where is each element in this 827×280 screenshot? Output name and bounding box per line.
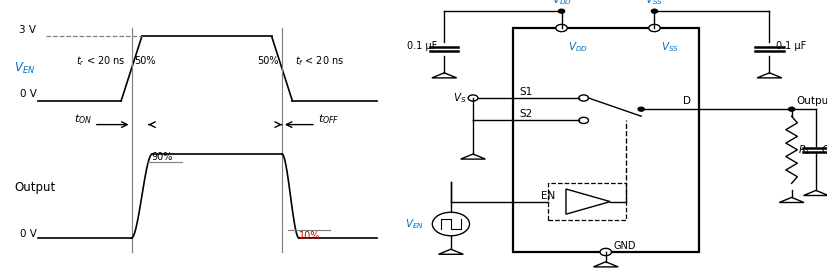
Circle shape [558,9,565,13]
Text: Output: Output [14,181,55,194]
Text: $V_{EN}$: $V_{EN}$ [405,217,424,231]
Text: S2: S2 [519,109,533,119]
Text: $R_L$: $R_L$ [798,143,811,157]
Text: Output: Output [796,96,827,106]
Bar [548,183,626,220]
Text: $V_{SS}$: $V_{SS}$ [661,41,679,54]
Text: $t_{OFF}$: $t_{OFF}$ [318,112,339,126]
Text: $V_{SS}$: $V_{SS}$ [645,0,663,7]
Circle shape [652,9,657,13]
Circle shape [433,212,470,236]
Text: D: D [683,96,691,106]
Circle shape [579,95,589,101]
Text: 0.1 µF: 0.1 µF [408,41,437,51]
Text: $V_{DD}$: $V_{DD}$ [552,0,571,7]
Text: 0 V: 0 V [20,228,36,239]
Circle shape [638,107,644,111]
Text: 0.1 µF: 0.1 µF [776,41,806,51]
Text: 50%: 50% [257,56,279,66]
Text: $t_{ON}$: $t_{ON}$ [74,112,92,126]
Text: S1: S1 [519,87,533,97]
Text: 0 V: 0 V [20,89,36,99]
Text: $V_S$: $V_S$ [453,91,466,105]
Text: 50%: 50% [135,56,156,66]
Text: GND: GND [614,241,636,251]
Text: 10%: 10% [299,231,320,241]
Circle shape [648,24,660,32]
Circle shape [556,24,567,32]
Circle shape [600,248,611,256]
Text: $V_{DD}$: $V_{DD}$ [568,41,588,54]
Text: 3 V: 3 V [20,25,36,35]
Circle shape [579,117,589,123]
Circle shape [788,107,795,111]
Text: 90%: 90% [151,152,173,162]
Text: EN: EN [541,191,555,201]
Text: $C_L$: $C_L$ [821,143,827,157]
Text: $t_r$ < 20 ns: $t_r$ < 20 ns [76,54,126,68]
Text: $V_{EN}$: $V_{EN}$ [14,61,35,76]
Bar [513,28,699,252]
Circle shape [468,95,478,101]
Text: $t_f$ < 20 ns: $t_f$ < 20 ns [295,54,345,68]
